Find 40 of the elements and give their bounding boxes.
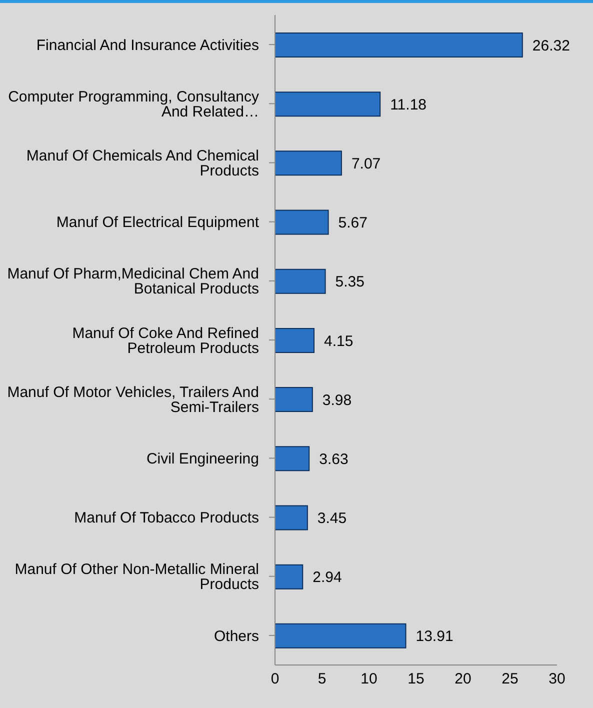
y-tick-label: Manuf Of Chemicals And Chemical Products <box>26 148 259 180</box>
bar <box>275 564 304 590</box>
x-tick-label: 25 <box>502 670 518 688</box>
data-label: 3.63 <box>319 450 348 468</box>
y-tick-label: Financial And Insurance Activities <box>36 36 259 54</box>
data-label: 5.35 <box>335 274 364 291</box>
y-tick-label: Manuf Of Electrical Equipment <box>56 214 260 232</box>
x-tick-label: 5 <box>318 670 326 688</box>
y-tick-label: Manuf Of Tobacco Products <box>74 510 259 527</box>
y-tick-label: Manuf Of Pharm,Medicinal Chem And Botanical Products <box>7 266 259 298</box>
x-tick-label: 20 <box>454 670 472 688</box>
bar <box>275 210 329 235</box>
y-tick-label: Computer Programming, Consultancy And Related… <box>8 88 260 120</box>
x-tick-label: 30 <box>548 670 566 688</box>
x-tick-label: 15 <box>408 670 424 688</box>
data-label: 7.07 <box>351 156 381 173</box>
data-label: 4.15 <box>324 332 354 350</box>
x-tick-label: 10 <box>360 670 378 688</box>
bar <box>275 623 406 648</box>
bar <box>275 92 381 117</box>
data-label: 11.18 <box>390 96 427 114</box>
data-label: 3.45 <box>317 510 347 528</box>
bar <box>275 328 315 353</box>
bar <box>275 505 308 530</box>
data-label: 13.91 <box>416 628 454 646</box>
data-label: 26.32 <box>532 37 570 54</box>
bar <box>275 387 313 412</box>
y-tick-label: Others <box>214 628 259 645</box>
y-tick-label: Manuf Of Coke And Refined Petroleum Products <box>72 324 259 357</box>
data-label: 5.67 <box>338 214 368 232</box>
bar <box>275 268 326 294</box>
x-tick-label: 0 <box>270 670 280 688</box>
y-tick-label: Civil Engineering <box>146 450 259 468</box>
bar <box>275 150 342 176</box>
bar <box>275 446 310 472</box>
data-label: 3.98 <box>322 392 352 409</box>
data-label: 2.94 <box>312 569 342 586</box>
y-tick-label: Manuf Of Other Non-Metallic Mineral Products <box>14 561 259 594</box>
bar <box>275 32 523 58</box>
y-tick-label: Manuf Of Motor Vehicles, Trailers And Semi-Trailers <box>7 384 259 416</box>
